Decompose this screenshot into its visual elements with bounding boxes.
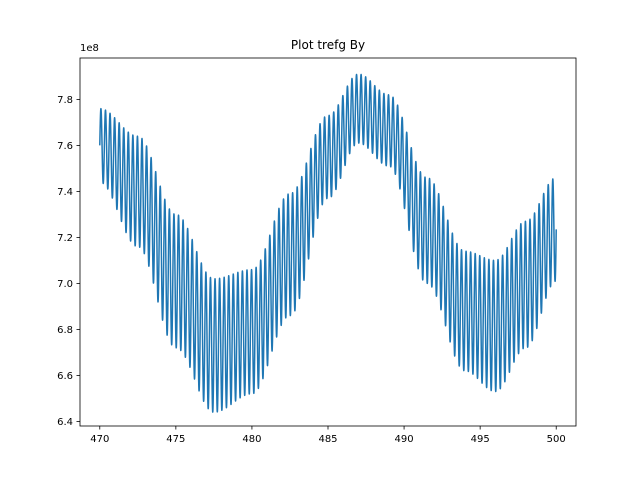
- y-tick-label: 6.4: [57, 417, 73, 428]
- y-tick-label: 7.2: [57, 233, 73, 244]
- x-tick-label: 500: [547, 434, 566, 445]
- axes: 470 475 480 485 490 495 500 6.4 6.6 6.8 7.0 7.2 7.4 7…: [57, 57, 577, 445]
- x-tick-label: 490: [395, 434, 414, 445]
- x-tick-label: 485: [318, 434, 337, 445]
- y-tick-label: 6.8: [57, 325, 73, 336]
- x-tick-label: 480: [242, 434, 261, 445]
- chart-title: Plot trefg By: [291, 38, 365, 52]
- y-tick-label: 7.6: [57, 141, 73, 152]
- y-tick-label: 7.8: [57, 95, 73, 106]
- plot-area: [99, 73, 557, 413]
- y-axis-offset-label: 1e8: [80, 43, 99, 54]
- y-tick-label: 7.4: [57, 187, 73, 198]
- x-tick-label: 470: [90, 434, 109, 445]
- x-tick-label: 475: [166, 434, 185, 445]
- x-tick-label: 495: [471, 434, 490, 445]
- y-tick-label: 6.6: [57, 371, 73, 382]
- y-tick-label: 7.0: [57, 279, 73, 290]
- series-line-0: [99, 73, 557, 413]
